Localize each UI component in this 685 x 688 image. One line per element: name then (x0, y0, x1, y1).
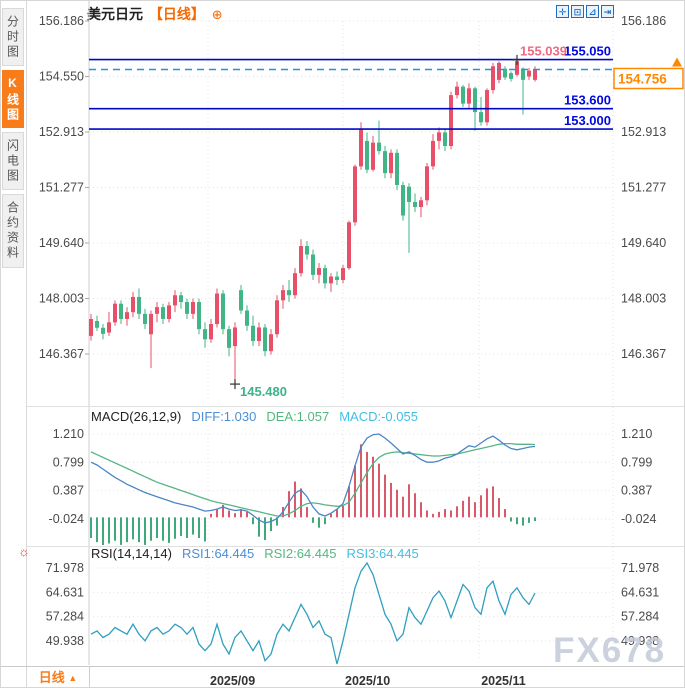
add-indicator-icon[interactable]: ⊕ (211, 7, 223, 22)
rsi3-value: RSI3:64.445 (346, 546, 419, 561)
svg-text:153.000: 153.000 (564, 113, 611, 128)
expand-icon[interactable]: ⇥ (601, 5, 614, 18)
svg-text:155.050: 155.050 (564, 44, 611, 59)
svg-text:155.039: 155.039 (520, 44, 567, 59)
period-selector[interactable]: 日线 ▲ (27, 667, 89, 687)
svg-text:154.550: 154.550 (39, 69, 84, 83)
svg-text:156.186: 156.186 (621, 14, 666, 28)
time-axis-bar (1, 666, 684, 687)
svg-text:57.284: 57.284 (46, 610, 84, 624)
grid-and-axes: 156.186 156.186 154.550 154.550 152.913 152.9… (39, 14, 666, 687)
period-selector-label: 日线 (38, 670, 65, 685)
svg-text:153.600: 153.600 (564, 93, 611, 108)
macd-plot (90, 433, 536, 545)
chart-header: 美元日元 【日线】 ⊕ (87, 4, 223, 24)
zoom-area-icon[interactable]: ⊡ (571, 5, 584, 18)
svg-text:151.277: 151.277 (621, 180, 666, 194)
sidebar-divider (26, 1, 27, 687)
sidebar-tab-kline[interactable]: K线图 (2, 70, 24, 128)
period-dropdown-arrow: ▲ (68, 673, 78, 683)
current-price: 154.756 (89, 57, 684, 90)
svg-text:-0.024: -0.024 (49, 512, 84, 526)
svg-text:154.756: 154.756 (618, 71, 667, 86)
svg-text:156.186: 156.186 (39, 14, 84, 28)
svg-text:1.210: 1.210 (53, 427, 84, 441)
svg-text:64.631: 64.631 (46, 585, 84, 599)
macd-hist-value: MACD:-0.055 (339, 409, 418, 424)
macd-title: MACD(26,12,9) (91, 409, 182, 424)
svg-text:0.799: 0.799 (621, 455, 652, 469)
panel-frame (27, 1, 684, 665)
svg-text:146.367: 146.367 (39, 347, 84, 361)
candles (89, 59, 537, 385)
svg-text:0.387: 0.387 (621, 484, 652, 498)
indicator-icon[interactable]: ⊿ (586, 5, 599, 18)
svg-text:149.640: 149.640 (621, 236, 666, 250)
period-tag: 【日线】 (148, 6, 205, 22)
rsi-plot (90, 561, 536, 665)
watermark: FX678 (553, 631, 667, 670)
svg-text:145.480: 145.480 (240, 384, 287, 399)
bottom-bar-divider (89, 667, 90, 687)
svg-text:49.938: 49.938 (46, 634, 84, 648)
svg-text:154.550: 154.550 (621, 69, 666, 83)
svg-text:151.277: 151.277 (39, 180, 84, 194)
svg-text:0.387: 0.387 (53, 484, 84, 498)
drawn-lines: 155.050 153.600 153.000 (89, 44, 613, 130)
indicator-settings-icon[interactable]: ☼ (18, 544, 30, 559)
rsi2-value: RSI2:64.445 (264, 546, 337, 561)
rsi1-value: RSI1:64.445 (181, 546, 255, 561)
chart-toolbar: ✛ ⊡ ⊿ ⇥ (556, 5, 614, 18)
svg-text:148.003: 148.003 (621, 292, 666, 306)
rsi-header: RSI(14,14,14) RSI1:64.445 RSI2:64.445 RSI3:… (91, 546, 429, 561)
svg-text:71.978: 71.978 (46, 561, 84, 575)
macd-header: MACD(26,12,9) DIFF:1.030 DEA:1.057 MACD:-0.… (91, 409, 428, 424)
svg-text:146.367: 146.367 (621, 347, 666, 361)
sidebar-tab-contract-info[interactable]: 合约资料 (2, 194, 24, 268)
pan-icon[interactable]: ✛ (556, 5, 569, 18)
svg-text:1.210: 1.210 (621, 427, 652, 441)
sidebar-tab-timeshare[interactable]: 分时图 (2, 8, 24, 66)
macd-diff-value: DIFF:1.030 (191, 409, 257, 424)
svg-text:152.913: 152.913 (621, 125, 666, 139)
svg-text:0.799: 0.799 (53, 455, 84, 469)
svg-text:149.640: 149.640 (39, 236, 84, 250)
svg-text:148.003: 148.003 (39, 292, 84, 306)
macd-dea-value: DEA:1.057 (266, 409, 330, 424)
symbol-title: 美元日元 (87, 6, 143, 22)
svg-text:49.938: 49.938 (621, 634, 659, 648)
extreme-markers: 155.039 145.480 (230, 44, 567, 399)
rsi-title: RSI(14,14,14) (91, 546, 172, 561)
svg-text:64.631: 64.631 (621, 585, 659, 599)
svg-text:57.284: 57.284 (621, 610, 659, 624)
svg-text:-0.024: -0.024 (621, 512, 656, 526)
svg-text:152.913: 152.913 (39, 125, 84, 139)
sidebar-tab-lightning[interactable]: 闪电图 (2, 132, 24, 190)
svg-text:71.978: 71.978 (621, 561, 659, 575)
